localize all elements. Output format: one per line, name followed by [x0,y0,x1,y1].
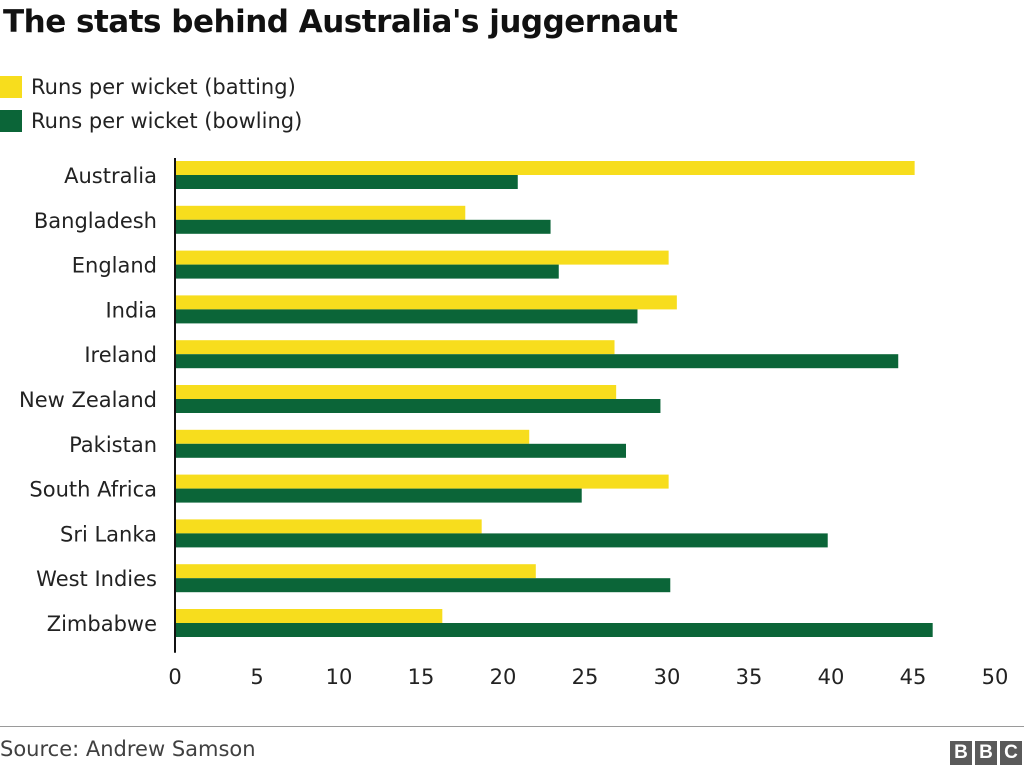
legend-swatch-bowling [0,110,22,132]
x-tick-label: 5 [250,665,263,689]
bar-batting [175,205,466,220]
legend-swatch-batting [0,76,22,98]
bar-bowling [175,175,518,189]
chart-title: The stats behind Australia's juggernaut [3,4,678,40]
bar-batting [175,609,443,623]
bar-batting [175,429,530,444]
bbc-logo-letter: C [1000,741,1022,765]
source-note: Source: Andrew Samson [0,737,256,761]
x-tick-label: 10 [326,665,353,689]
x-tick-label: 30 [654,665,681,689]
bar-bowling [175,533,828,548]
category-label: India [105,298,157,322]
bar-bowling [175,219,551,234]
x-tick-label: 40 [818,665,845,689]
bbc-logo: B B C [950,741,1022,765]
bar-batting [175,564,536,579]
x-tick-label: 15 [408,665,435,689]
x-tick-label: 25 [572,665,599,689]
category-label: Sri Lanka [60,522,157,546]
bar-bowling [175,578,671,593]
x-tick-label: 0 [168,665,181,689]
bar-batting [175,250,669,265]
bar-bowling [175,309,638,324]
x-tick-label: 50 [982,665,1009,689]
bar-bowling [175,354,899,369]
bbc-logo-letter: B [975,741,997,765]
category-label: Ireland [84,343,157,367]
legend-label-batting: Runs per wicket (batting) [31,75,296,99]
category-label: Zimbabwe [47,612,157,636]
bar-batting [175,161,915,175]
bar-batting [175,385,617,399]
x-tick-label: 35 [736,665,763,689]
bar-bowling [175,399,661,413]
bar-chart: Australia Bangladesh England India Ireland Ne… [19,158,1009,689]
legend-item-batting: Runs per wicket (batting) [0,70,302,104]
category-label: England [72,254,157,278]
category-label: South Africa [29,478,157,502]
bar-batting [175,519,482,534]
footer-divider [0,726,1024,727]
bar-bowling [175,488,582,503]
bar-batting [175,340,615,355]
bbc-logo-letter: B [950,741,972,765]
bar-batting [175,474,669,489]
category-label: Australia [64,164,157,188]
category-label: Bangladesh [34,209,157,233]
legend: Runs per wicket (batting) Runs per wicke… [0,70,302,138]
category-label: West Indies [36,567,157,591]
x-tick-label: 45 [900,665,927,689]
x-tick-label: 20 [490,665,517,689]
bar-bowling [175,443,626,458]
legend-label-bowling: Runs per wicket (bowling) [31,109,303,133]
bar-bowling [175,623,933,637]
legend-item-bowling: Runs per wicket (bowling) [0,104,302,138]
category-label: New Zealand [19,388,157,412]
category-label: Pakistan [69,433,157,457]
bar-bowling [175,264,559,279]
bar-batting [175,295,677,310]
